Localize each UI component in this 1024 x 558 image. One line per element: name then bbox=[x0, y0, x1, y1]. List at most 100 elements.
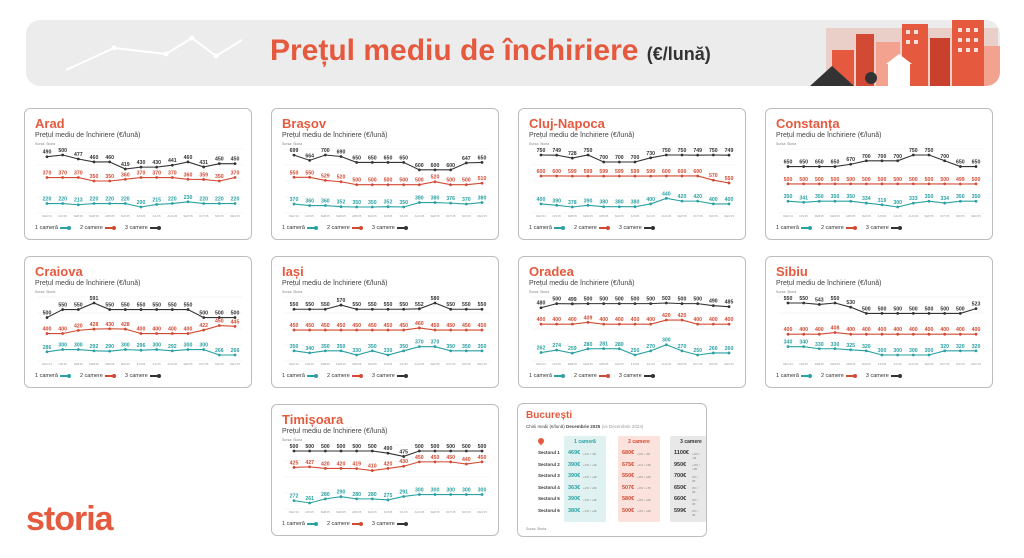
data-label: 650 bbox=[384, 155, 393, 161]
data-point bbox=[602, 205, 606, 209]
chart-subtitle: Prețul mediu de închiriere (€/lună) bbox=[776, 280, 882, 287]
data-point bbox=[711, 178, 715, 182]
city-chart-card: Timișoara Prețul mediu de închiriere (€/l… bbox=[271, 404, 499, 536]
legend-label: 3 camere bbox=[371, 373, 395, 379]
data-label: 440 bbox=[462, 457, 471, 463]
x-tick-label: FEB'25 bbox=[568, 214, 578, 218]
data-point bbox=[974, 349, 978, 353]
data-point bbox=[61, 202, 65, 205]
data-label: 550 bbox=[290, 170, 299, 176]
data-label: 500 bbox=[646, 297, 655, 303]
data-point bbox=[480, 307, 484, 311]
data-point bbox=[817, 165, 821, 168]
data-label: 300 bbox=[121, 343, 130, 349]
data-point bbox=[92, 202, 96, 205]
legend-label: 2 camere bbox=[573, 373, 597, 379]
data-label: 300 bbox=[58, 343, 67, 349]
x-tick-label: APR'25 bbox=[105, 362, 115, 366]
legend-swatch bbox=[845, 226, 857, 230]
data-label: 500 bbox=[878, 306, 887, 312]
legend-item: 2 camere bbox=[327, 373, 363, 379]
legend-label: 1 cameră bbox=[776, 373, 799, 379]
rent-change: +1% / +5€ bbox=[637, 463, 651, 467]
chart-legend: 1 cameră 2 camere 3 camere bbox=[776, 225, 902, 231]
data-label: 360 bbox=[305, 199, 314, 205]
data-point bbox=[139, 348, 143, 352]
rent-value: 675€ bbox=[622, 461, 635, 468]
chart-legend: 1 cameră 2 camere 3 camere bbox=[35, 373, 161, 379]
data-label: 400 bbox=[925, 327, 934, 333]
data-label: 281 bbox=[599, 342, 608, 348]
data-label: 750 bbox=[678, 148, 687, 154]
x-tick-label: SEP'25 bbox=[677, 214, 687, 218]
data-point bbox=[202, 348, 206, 351]
city-chart-card: Constanța Prețul mediu de închiriere (€/l… bbox=[765, 108, 993, 240]
legend-item: 3 camere bbox=[372, 225, 408, 231]
x-tick-label: SEP'25 bbox=[924, 362, 934, 366]
x-tick-label: DEC'25 bbox=[477, 214, 487, 218]
data-point bbox=[339, 205, 343, 209]
rent-change: +3% / +2€ bbox=[583, 463, 597, 467]
x-tick-label: AUG'25 bbox=[661, 214, 671, 218]
x-tick-label: DEC'24 bbox=[536, 214, 546, 218]
data-point bbox=[233, 162, 237, 166]
data-label: 500 bbox=[925, 177, 934, 183]
data-point bbox=[680, 199, 684, 203]
x-tick-label: DEC'24 bbox=[42, 214, 52, 218]
data-point bbox=[339, 467, 343, 470]
city-chart-card: Sibiu Prețul mediu de închiriere (€/lună)… bbox=[765, 256, 993, 388]
legend-item: 3 camere bbox=[618, 225, 655, 231]
data-label: 333 bbox=[909, 196, 918, 202]
data-label: 700 bbox=[615, 155, 624, 161]
x-tick-label: IAN'25 bbox=[306, 510, 315, 514]
data-point bbox=[108, 308, 112, 311]
data-point bbox=[186, 177, 190, 181]
data-point bbox=[727, 202, 731, 206]
city-skyline-illustration bbox=[810, 20, 1000, 86]
legend-label: 1 cameră bbox=[529, 225, 552, 231]
data-label: 272 bbox=[290, 494, 299, 500]
x-tick-label: OCT'25 bbox=[693, 214, 703, 218]
data-point bbox=[433, 449, 437, 453]
data-label: 400 bbox=[709, 197, 718, 203]
sector-label: Sectorul 2 bbox=[538, 461, 560, 467]
city-title: Cluj-Napoca bbox=[529, 116, 605, 131]
data-point bbox=[927, 182, 931, 186]
legend-label: 1 cameră bbox=[282, 225, 305, 231]
data-label: 450 bbox=[321, 323, 330, 329]
data-point bbox=[433, 460, 437, 464]
data-point bbox=[480, 201, 484, 204]
data-label: 352 bbox=[337, 200, 346, 206]
data-label: 300 bbox=[925, 348, 934, 354]
x-tick-label: APR'25 bbox=[105, 214, 115, 218]
line-chart: 480 500 499 500 500 500 500 500 503 500 500 490 485 4… bbox=[531, 296, 737, 366]
sector-label: Sectorul 6 bbox=[538, 507, 560, 513]
data-label: 749 bbox=[725, 148, 734, 154]
data-point bbox=[817, 199, 821, 203]
legend-item: 2 camere bbox=[327, 225, 363, 231]
page-title: Prețul mediu de închiriere (€/lună) bbox=[270, 34, 711, 68]
data-label: 430 bbox=[105, 322, 114, 328]
legend-swatch bbox=[890, 226, 902, 230]
x-tick-label: SEP'25 bbox=[430, 510, 440, 514]
data-label: 450 bbox=[337, 323, 346, 329]
data-point bbox=[727, 181, 731, 185]
x-tick-label: IUL'25 bbox=[647, 214, 655, 218]
data-point bbox=[402, 183, 406, 187]
data-label: 428 bbox=[90, 322, 99, 328]
data-label: 500 bbox=[925, 306, 934, 312]
data-label: 350 bbox=[368, 200, 377, 206]
data-point bbox=[355, 161, 359, 164]
data-label: 350 bbox=[90, 174, 99, 180]
data-point bbox=[449, 349, 453, 353]
line-chart: 750 749 728 750 700 700 700 730 750 750 749 750 749 6… bbox=[531, 148, 737, 218]
data-point bbox=[139, 332, 143, 335]
data-label: 650 bbox=[352, 155, 361, 161]
legend-item: 2 camere bbox=[573, 373, 610, 379]
legend-label: 2 camere bbox=[79, 373, 103, 379]
data-label: 450 bbox=[399, 323, 408, 329]
data-label: 510 bbox=[478, 176, 487, 182]
x-tick-label: SEP'25 bbox=[924, 214, 934, 218]
legend-label: 3 camere bbox=[618, 225, 642, 231]
data-label: 266 bbox=[231, 348, 240, 354]
